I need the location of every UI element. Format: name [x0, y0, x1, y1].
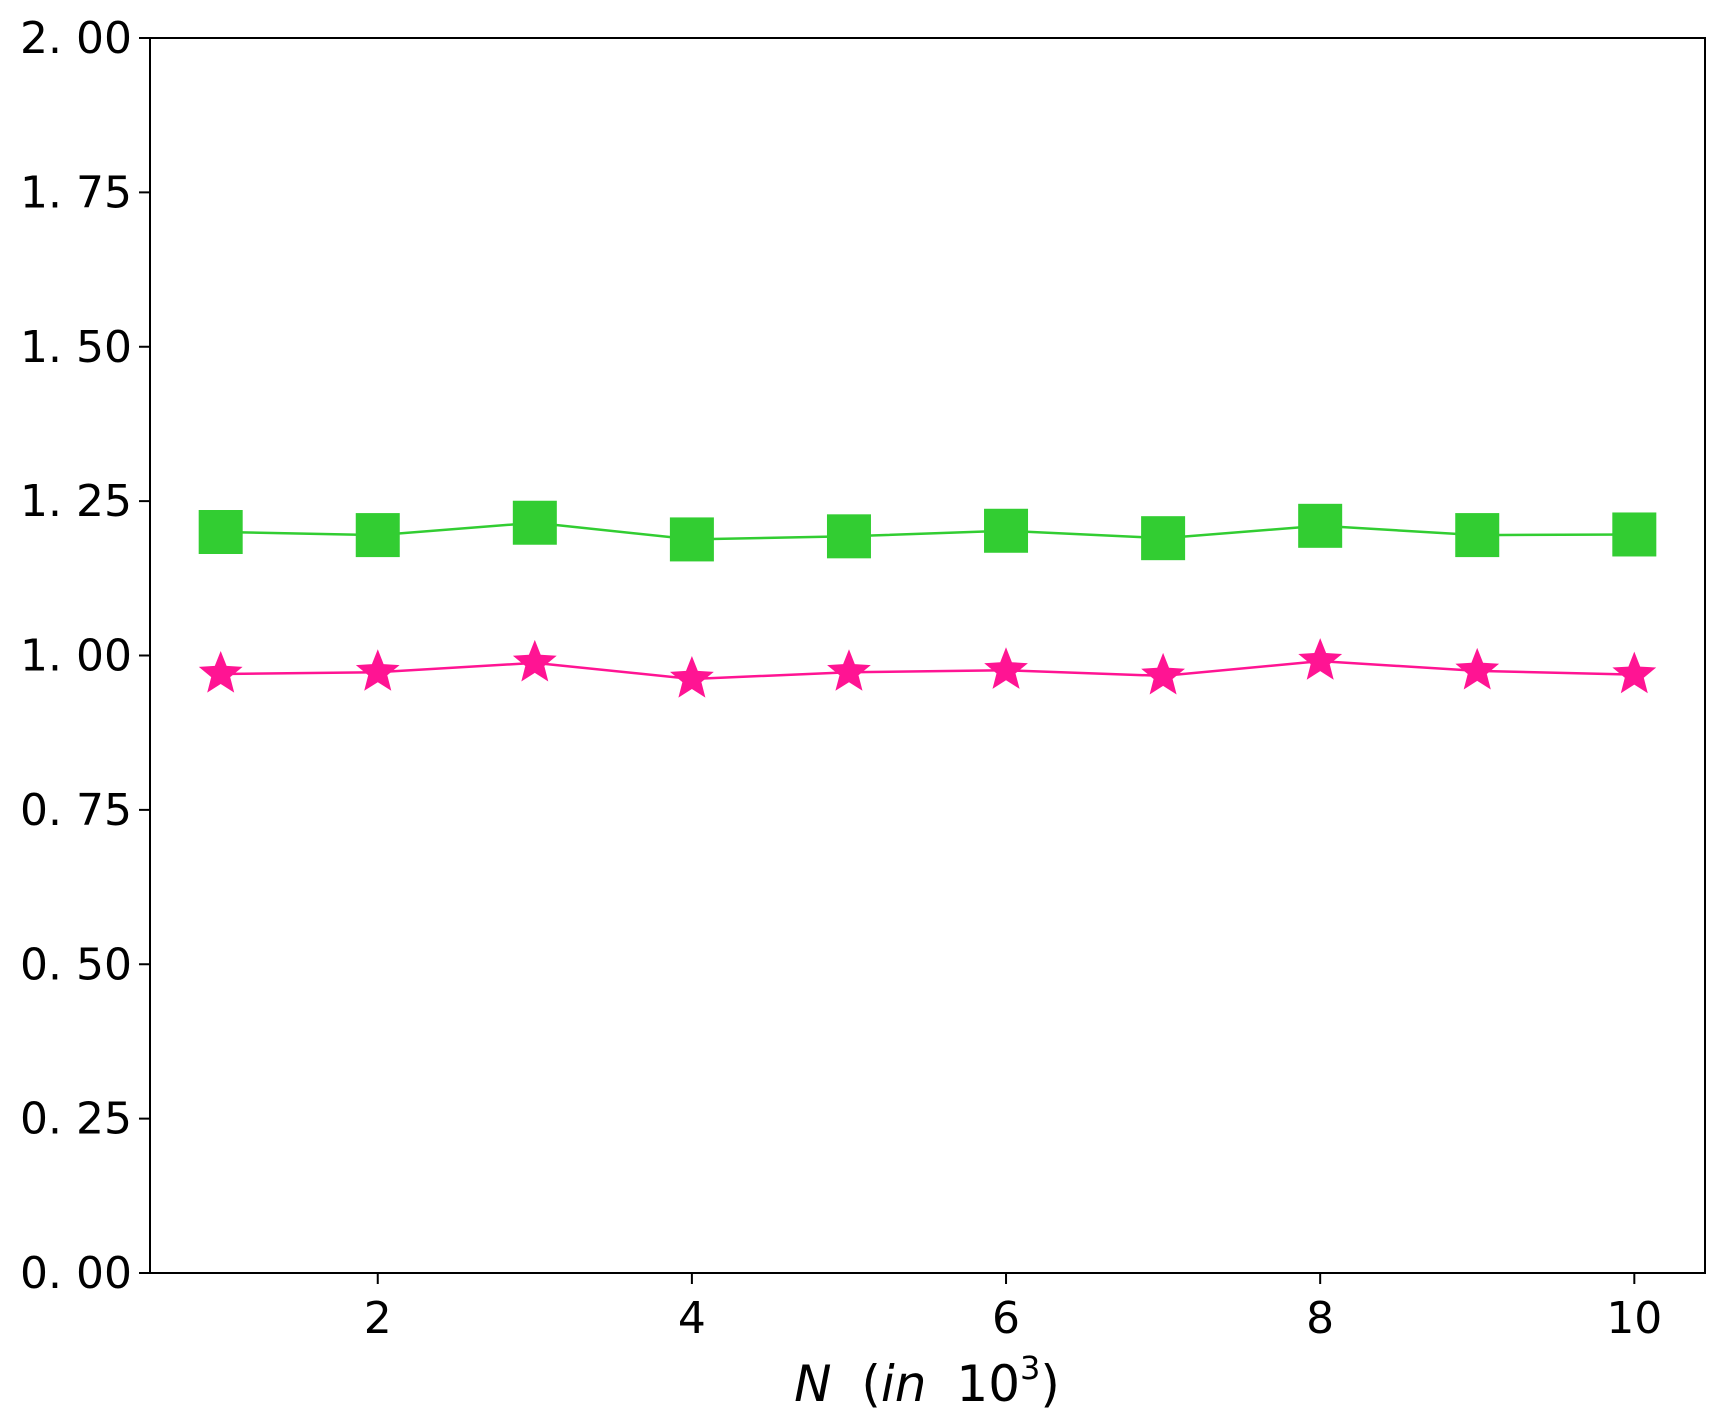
data-point-star	[198, 651, 243, 693]
y-tick-label: 0. 75	[20, 785, 132, 836]
x-tick-label: 2	[364, 1293, 392, 1344]
y-axis: 0. 00 0. 25 0. 50 0. 75 1. 00 1. 25 1. 50 1. 75…	[20, 13, 150, 1299]
y-tick-label: 0. 00	[20, 1248, 132, 1299]
data-point-square	[355, 513, 400, 558]
series-star	[198, 638, 1657, 698]
data-point-star	[984, 647, 1028, 689]
data-point-square	[984, 508, 1029, 553]
data-point-star	[1298, 638, 1343, 680]
series-line	[220, 521, 1635, 541]
data-point-square	[826, 514, 871, 559]
y-tick-label: 1. 00	[20, 631, 132, 682]
data-point-square	[1298, 503, 1343, 548]
data-point-star	[1141, 652, 1185, 695]
x-axis-title-var: N	[794, 1355, 831, 1413]
y-tick-label: 2. 00	[20, 13, 132, 64]
x-axis-title-open: (	[861, 1355, 881, 1413]
x-tick-label: 6	[992, 1293, 1020, 1344]
data-point-square	[512, 500, 557, 545]
data-point-square	[1612, 512, 1657, 557]
x-tick-label: 10	[1606, 1293, 1662, 1344]
y-tick-label: 0. 25	[20, 1094, 132, 1145]
x-axis-title-close: )	[1040, 1355, 1060, 1413]
series-square	[198, 500, 1657, 562]
y-tick-label: 0. 50	[20, 939, 132, 990]
x-axis-title-base: 10	[956, 1355, 1020, 1413]
plot-area	[149, 37, 1706, 1274]
x-axis-title-exp: 3	[1020, 1349, 1040, 1387]
y-tick-label: 1. 75	[20, 167, 132, 218]
data-point-star	[827, 649, 871, 691]
data-point-square	[1141, 516, 1186, 561]
series-layer	[198, 500, 1657, 698]
x-tick-label: 4	[678, 1293, 706, 1344]
data-point-square	[669, 517, 714, 562]
x-axis-title-in: in	[881, 1355, 927, 1413]
x-axis-title: N (in 103)	[794, 1349, 1060, 1413]
y-tick-label: 1. 50	[20, 322, 132, 373]
data-point-star	[512, 639, 557, 682]
x-tick-label: 8	[1306, 1293, 1334, 1344]
data-point-square	[198, 510, 243, 554]
y-tick-label: 1. 25	[20, 476, 132, 527]
x-axis: 2 4 6 8 10	[364, 1273, 1662, 1344]
series-line	[220, 659, 1635, 681]
data-point-star	[1455, 647, 1500, 690]
data-point-square	[1455, 513, 1500, 558]
data-point-star	[355, 649, 400, 691]
data-point-star	[670, 656, 714, 698]
data-point-star	[1612, 651, 1657, 694]
